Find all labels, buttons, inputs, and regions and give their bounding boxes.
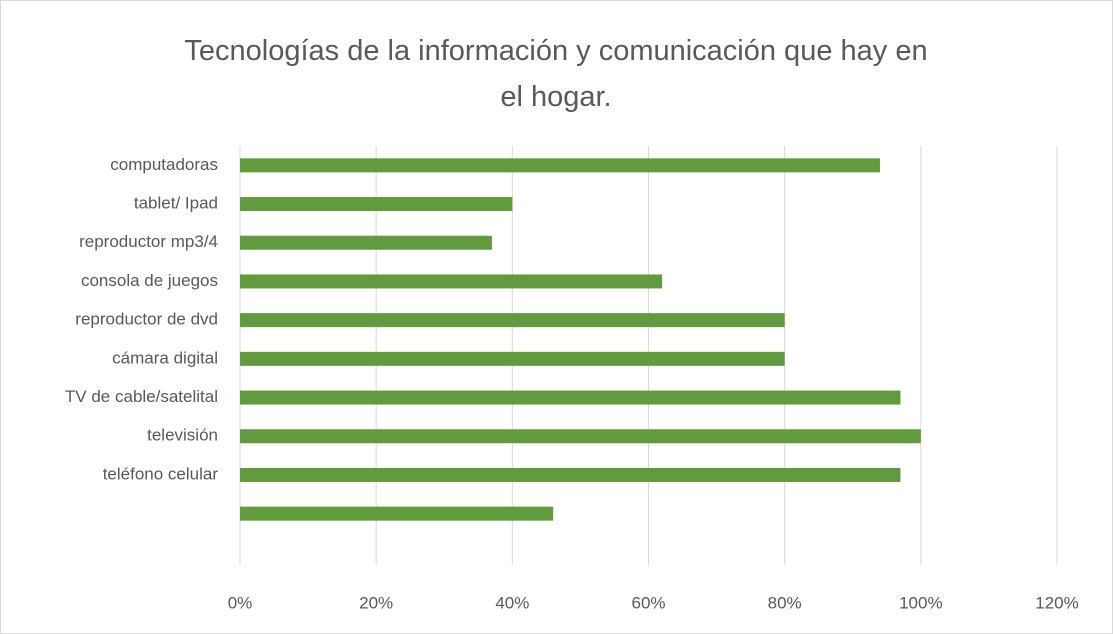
x-tick-label: 20% — [359, 593, 393, 612]
y-tick-label: teléfono celular — [103, 464, 219, 483]
y-tick-label: cámara digital — [112, 348, 218, 367]
bar — [240, 235, 492, 250]
bar — [240, 197, 513, 212]
bar — [240, 390, 901, 405]
y-tick-label: televisión — [147, 426, 218, 445]
x-tick-label: 100% — [899, 593, 942, 612]
x-tick-label: 40% — [495, 593, 529, 612]
y-tick-label: consola de juegos — [81, 271, 218, 290]
y-tick-label: reproductor mp3/4 — [79, 232, 218, 251]
x-tick-label: 120% — [1035, 593, 1078, 612]
bar — [240, 467, 901, 482]
y-tick-label: TV de cable/satelital — [65, 387, 218, 406]
x-tick-label: 0% — [228, 593, 253, 612]
y-tick-label: reproductor de dvd — [75, 310, 218, 329]
bar — [240, 351, 785, 366]
bar — [240, 429, 921, 444]
bar — [240, 313, 785, 328]
bar — [240, 158, 880, 173]
y-tick-label: computadoras — [110, 155, 218, 174]
bar — [240, 506, 554, 521]
x-tick-label: 80% — [768, 593, 802, 612]
bar — [240, 274, 663, 289]
x-tick-label: 60% — [631, 593, 665, 612]
y-tick-label: tablet/ Ipad — [134, 194, 218, 213]
chart-title: Tecnologías de la información y comunica… — [184, 35, 927, 113]
